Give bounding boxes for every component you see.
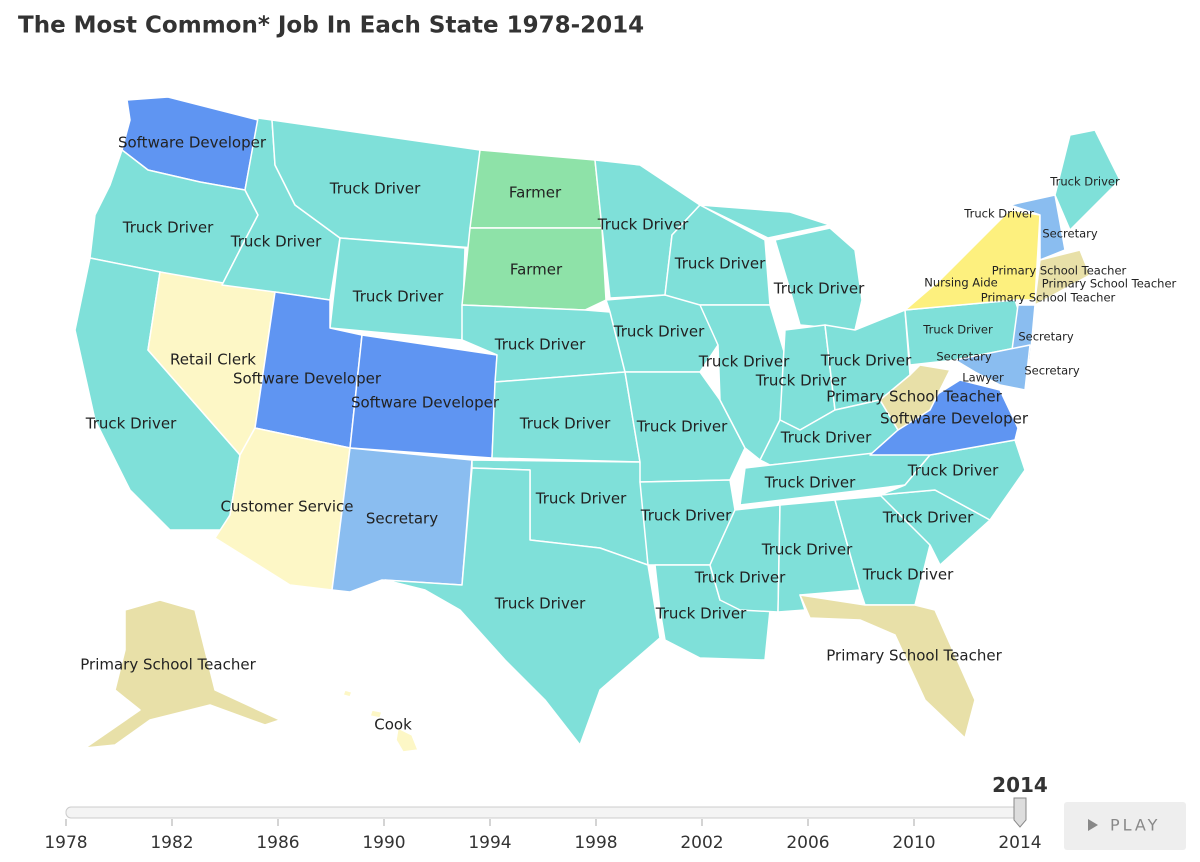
state-label: Customer Service [220, 498, 353, 516]
state-label: Truck Driver [640, 507, 732, 525]
state-label: Truck Driver [85, 415, 177, 433]
tick-label: 1990 [362, 833, 405, 853]
state-label: Primary School Teacher [1042, 277, 1177, 291]
state-label: Truck Driver [963, 207, 1034, 221]
state[interactable] [384, 467, 661, 746]
state-label: Truck Driver [674, 255, 766, 273]
state-label: Primary School Teacher [826, 647, 1002, 665]
state-label: Truck Driver [698, 353, 790, 371]
state-label: Secretary [1042, 227, 1098, 241]
tick-label: 1978 [44, 833, 87, 853]
state-label: Truck Driver [773, 280, 865, 298]
state-label: Truck Driver [862, 566, 954, 584]
play-button-bg[interactable] [1064, 802, 1186, 850]
play-label: PLAY [1110, 816, 1160, 835]
state-label: Truck Driver [780, 429, 872, 447]
state-label: Truck Driver [519, 415, 611, 433]
play-icon [1088, 819, 1098, 831]
labels: Software Developer Truck Driver Truck Dr… [80, 134, 1176, 734]
tick-label: 2010 [892, 833, 935, 853]
state-label: Truck Driver [1049, 175, 1120, 189]
title: The Most Common* Job In Each State 1978-… [18, 13, 644, 39]
state-label: Truck Driver [655, 605, 747, 623]
state-label: Truck Driver [329, 180, 421, 198]
state-label: Truck Driver [494, 336, 586, 354]
state-label: Truck Driver [494, 595, 586, 613]
state-label: Truck Driver [761, 541, 853, 559]
state[interactable] [1034, 249, 1091, 306]
state-label: Software Developer [118, 134, 267, 152]
state[interactable] [799, 594, 976, 739]
current-year: 2014 [992, 773, 1048, 797]
slider-handle[interactable] [1013, 797, 1027, 828]
state-label: Truck Driver [820, 352, 912, 370]
state-label: Truck Driver [122, 219, 214, 237]
state-label: Software Developer [233, 370, 382, 388]
state-label: Truck Driver [764, 474, 856, 492]
tick-label: 2002 [680, 833, 723, 853]
state[interactable] [1054, 129, 1121, 231]
state-label: Primary School Teacher [981, 291, 1116, 305]
state-label: Farmer [509, 184, 562, 202]
state[interactable] [774, 227, 863, 331]
state-label: Cook [374, 716, 412, 734]
tick-label: 2014 [998, 833, 1041, 853]
tick-label: 1986 [256, 833, 299, 853]
state-label: Truck Driver [882, 509, 974, 527]
tick-label: 2006 [786, 833, 829, 853]
state[interactable] [954, 344, 1031, 391]
timeline-slider[interactable]: 1978 1982 1986 1990 1994 1998 2002 2006 2010 2014… [44, 773, 1047, 853]
state-label: Truck Driver [907, 462, 999, 480]
state[interactable] [699, 204, 831, 239]
state-label: Nursing Aide [924, 276, 998, 290]
state-label: Primary School Teacher [826, 388, 1002, 406]
state[interactable] [342, 689, 353, 698]
state[interactable] [369, 709, 383, 719]
state-label: Secretary [936, 350, 992, 364]
state-label: Truck Driver [352, 288, 444, 306]
state[interactable] [84, 599, 281, 749]
state[interactable] [879, 364, 951, 431]
state-label: Lawyer [962, 371, 1004, 385]
state[interactable] [1009, 194, 1066, 261]
state-label: Truck Driver [230, 233, 322, 251]
state-label: Software Developer [351, 394, 500, 412]
state-label: Retail Clerk [170, 351, 256, 369]
state[interactable] [461, 227, 607, 311]
state-label: Truck Driver [922, 323, 993, 337]
state-label: Truck Driver [636, 418, 728, 436]
tick-label: 1998 [574, 833, 617, 853]
state-label: Primary School Teacher [80, 656, 256, 674]
state-label: Secretary [1018, 330, 1074, 344]
tick-label: 1982 [150, 833, 193, 853]
state[interactable] [395, 727, 419, 753]
state[interactable] [624, 371, 746, 483]
tick-label: 1994 [468, 833, 511, 853]
state-label: Truck Driver [597, 216, 689, 234]
state-label: Truck Driver [535, 490, 627, 508]
state-label: Truck Driver [755, 372, 847, 390]
us-map [74, 96, 1121, 753]
play-button[interactable]: PLAY [1064, 802, 1186, 850]
state-label: Secretary [1024, 364, 1080, 378]
state-label: Primary School Teacher [992, 264, 1127, 278]
state-label: Truck Driver [613, 323, 705, 341]
slider-track[interactable] [65, 806, 1023, 819]
state-label: Truck Driver [694, 569, 786, 587]
state-label: Software Developer [880, 410, 1029, 428]
state-label: Secretary [366, 510, 438, 528]
state-label: Farmer [510, 261, 563, 279]
